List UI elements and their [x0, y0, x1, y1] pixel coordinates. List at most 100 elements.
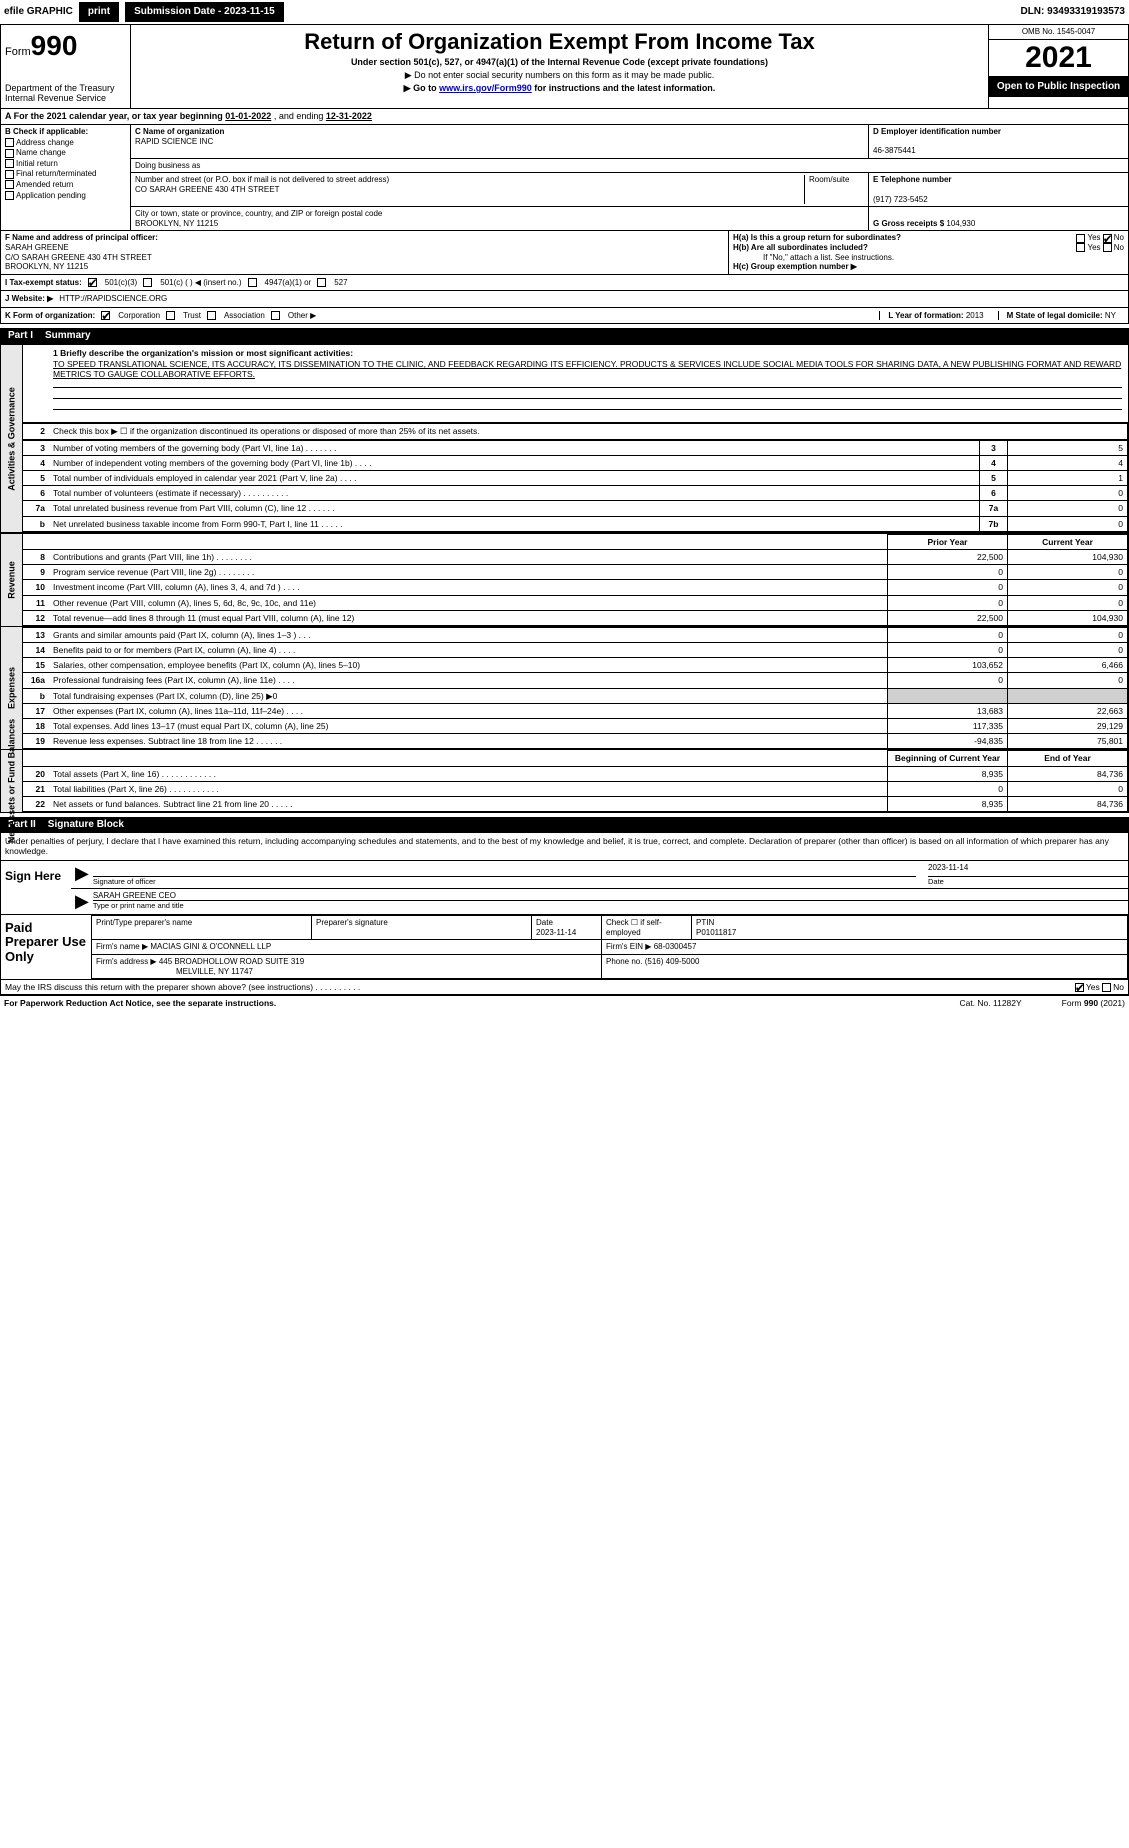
- chk-trust[interactable]: [166, 311, 175, 320]
- firm-addr1: 445 BROADHOLLOW ROAD SUITE 319: [159, 957, 304, 966]
- open-public-badge: Open to Public Inspection: [989, 77, 1128, 97]
- header-mid: Return of Organization Exempt From Incom…: [131, 25, 988, 108]
- chk-final-return[interactable]: [5, 170, 14, 179]
- officer-name: SARAH GREENE: [5, 243, 69, 252]
- table-row: 11Other revenue (Part VIII, column (A), …: [23, 595, 1128, 610]
- part1-body: Activities & Governance 1 Briefly descri…: [0, 344, 1129, 813]
- ag-table: 2Check this box ▶ ☐ if the organization …: [23, 423, 1128, 439]
- chk-application-pending[interactable]: [5, 191, 14, 200]
- irs-label: Internal Revenue Service: [5, 93, 126, 104]
- mission-text: TO SPEED TRANSLATIONAL SCIENCE, ITS ACCU…: [53, 359, 1121, 379]
- year-formation: 2013: [966, 311, 984, 320]
- form-note2: ▶ Go to www.irs.gov/Form990 for instruct…: [139, 83, 980, 94]
- chk-4947[interactable]: [248, 278, 257, 287]
- firm-name: MACIAS GINI & O'CONNELL LLP: [150, 942, 271, 951]
- chk-amended[interactable]: [5, 180, 14, 189]
- table-row: bTotal fundraising expenses (Part IX, co…: [23, 688, 1128, 703]
- chk-discuss-yes[interactable]: [1075, 983, 1084, 992]
- org-name: RAPID SCIENCE INC: [135, 137, 213, 146]
- ein: 46-3875441: [873, 146, 916, 155]
- chk-other[interactable]: [271, 311, 280, 320]
- form-prefix: Form: [5, 46, 31, 58]
- footer: For Paperwork Reduction Act Notice, see …: [0, 995, 1129, 1010]
- arrow-icon: ▶: [71, 891, 93, 913]
- period-begin: 01-01-2022: [225, 111, 271, 121]
- chk-501c[interactable]: [143, 278, 152, 287]
- table-row: 22Net assets or fund balances. Subtract …: [23, 796, 1128, 811]
- form-number: 990: [31, 30, 78, 61]
- table-row: 18Total expenses. Add lines 13–17 (must …: [23, 719, 1128, 734]
- dln-label: DLN: 93493319193573: [1020, 6, 1125, 18]
- part2-header: Part II Signature Block: [0, 817, 1129, 833]
- omb-label: OMB No. 1545-0047: [989, 25, 1128, 40]
- chk-hb-yes[interactable]: [1076, 243, 1085, 252]
- table-row: 10Investment income (Part VIII, column (…: [23, 580, 1128, 595]
- section-klm: K Form of organization: Corporation Trus…: [0, 308, 1129, 325]
- mission-block: 1 Briefly describe the organization's mi…: [23, 345, 1128, 423]
- table-row: 15Salaries, other compensation, employee…: [23, 658, 1128, 673]
- chk-corp[interactable]: [101, 311, 110, 320]
- rev-section: Revenue Prior Year Current Year 8Contrib…: [1, 532, 1128, 626]
- phone: (917) 723-5452: [873, 195, 928, 204]
- topbar: efile GRAPHIC print Submission Date - 20…: [0, 0, 1129, 25]
- form-title: Return of Organization Exempt From Incom…: [139, 29, 980, 55]
- section-i: I Tax-exempt status: 501(c)(3) 501(c) ( …: [0, 275, 1129, 292]
- chk-name-change[interactable]: [5, 149, 14, 158]
- section-cd: C Name of organization RAPID SCIENCE INC…: [131, 125, 1128, 230]
- table-row: 7aTotal unrelated business revenue from …: [23, 501, 1128, 516]
- irs-link[interactable]: www.irs.gov/Form990: [439, 83, 532, 93]
- tax-year: 2021: [989, 40, 1128, 77]
- period-end: 12-31-2022: [326, 111, 372, 121]
- header-left: Form990 Department of the Treasury Inter…: [1, 25, 131, 108]
- table-row: 8Contributions and grants (Part VIII, li…: [23, 549, 1128, 564]
- chk-address-change[interactable]: [5, 138, 14, 147]
- chk-501c3[interactable]: [88, 278, 97, 287]
- may-discuss-row: May the IRS discuss this return with the…: [0, 980, 1129, 995]
- firm-ein: 68-0300457: [654, 942, 697, 951]
- period-row: A For the 2021 calendar year, or tax yea…: [0, 109, 1129, 125]
- table-row: 3Number of voting members of the governi…: [23, 440, 1128, 455]
- chk-ha-yes[interactable]: [1076, 234, 1085, 243]
- chk-527[interactable]: [317, 278, 326, 287]
- table-row: 21Total liabilities (Part X, line 26) . …: [23, 781, 1128, 796]
- submission-date-button[interactable]: Submission Date - 2023-11-15: [125, 2, 284, 22]
- website-url: HTTP://RAPIDSCIENCE.ORG: [59, 294, 167, 304]
- chk-discuss-no[interactable]: [1102, 983, 1111, 992]
- table-row: 12Total revenue—add lines 8 through 11 (…: [23, 610, 1128, 625]
- ag-section: Activities & Governance 1 Briefly descri…: [1, 345, 1128, 531]
- chk-assoc[interactable]: [207, 311, 216, 320]
- officer-addr2: BROOKLYN, NY 11215: [5, 262, 88, 271]
- chk-ha-no[interactable]: [1103, 234, 1112, 243]
- table-row: 13Grants and similar amounts paid (Part …: [23, 627, 1128, 642]
- form-subtitle: Under section 501(c), 527, or 4947(a)(1)…: [139, 57, 980, 68]
- section-bcde: B Check if applicable: Address change Na…: [0, 125, 1129, 231]
- firm-phone: (516) 409-5000: [645, 957, 700, 966]
- table-row: 17Other expenses (Part IX, column (A), l…: [23, 703, 1128, 718]
- chk-initial-return[interactable]: [5, 159, 14, 168]
- table-row: 19Revenue less expenses. Subtract line 1…: [23, 734, 1128, 749]
- paid-preparer-block: Paid Preparer Use Only Print/Type prepar…: [0, 915, 1129, 980]
- gross-receipts: 104,930: [946, 219, 975, 228]
- efile-label: efile GRAPHIC: [4, 6, 73, 18]
- state-domicile: NY: [1105, 311, 1116, 320]
- sig-date: 2023-11-14: [928, 863, 1128, 877]
- sign-here-block: Sign Here ▶ Signature of officer 2023-11…: [0, 861, 1129, 916]
- org-address: CO SARAH GREENE 430 4TH STREET: [135, 185, 279, 194]
- table-row: 20Total assets (Part X, line 16) . . . .…: [23, 766, 1128, 781]
- arrow-icon: ▶: [71, 863, 93, 886]
- officer-printed: SARAH GREENE CEO: [93, 891, 1128, 902]
- table-row: 6Total number of volunteers (estimate if…: [23, 486, 1128, 501]
- table-row: 5Total number of individuals employed in…: [23, 471, 1128, 486]
- section-fh: F Name and address of principal officer:…: [0, 231, 1129, 274]
- print-button[interactable]: print: [79, 2, 119, 22]
- prep-date: 2023-11-14: [536, 928, 576, 937]
- ptin: P01011817: [696, 928, 736, 937]
- dept-label: Department of the Treasury: [5, 83, 126, 94]
- form-note1: ▶ Do not enter social security numbers o…: [139, 70, 980, 81]
- table-row: 14Benefits paid to or for members (Part …: [23, 643, 1128, 658]
- section-j: J Website: ▶ HTTP://RAPIDSCIENCE.ORG: [0, 291, 1129, 308]
- section-b: B Check if applicable: Address change Na…: [1, 125, 131, 230]
- officer-addr1: C/O SARAH GREENE 430 4TH STREET: [5, 253, 152, 262]
- header-right: OMB No. 1545-0047 2021 Open to Public In…: [988, 25, 1128, 108]
- chk-hb-no[interactable]: [1103, 243, 1112, 252]
